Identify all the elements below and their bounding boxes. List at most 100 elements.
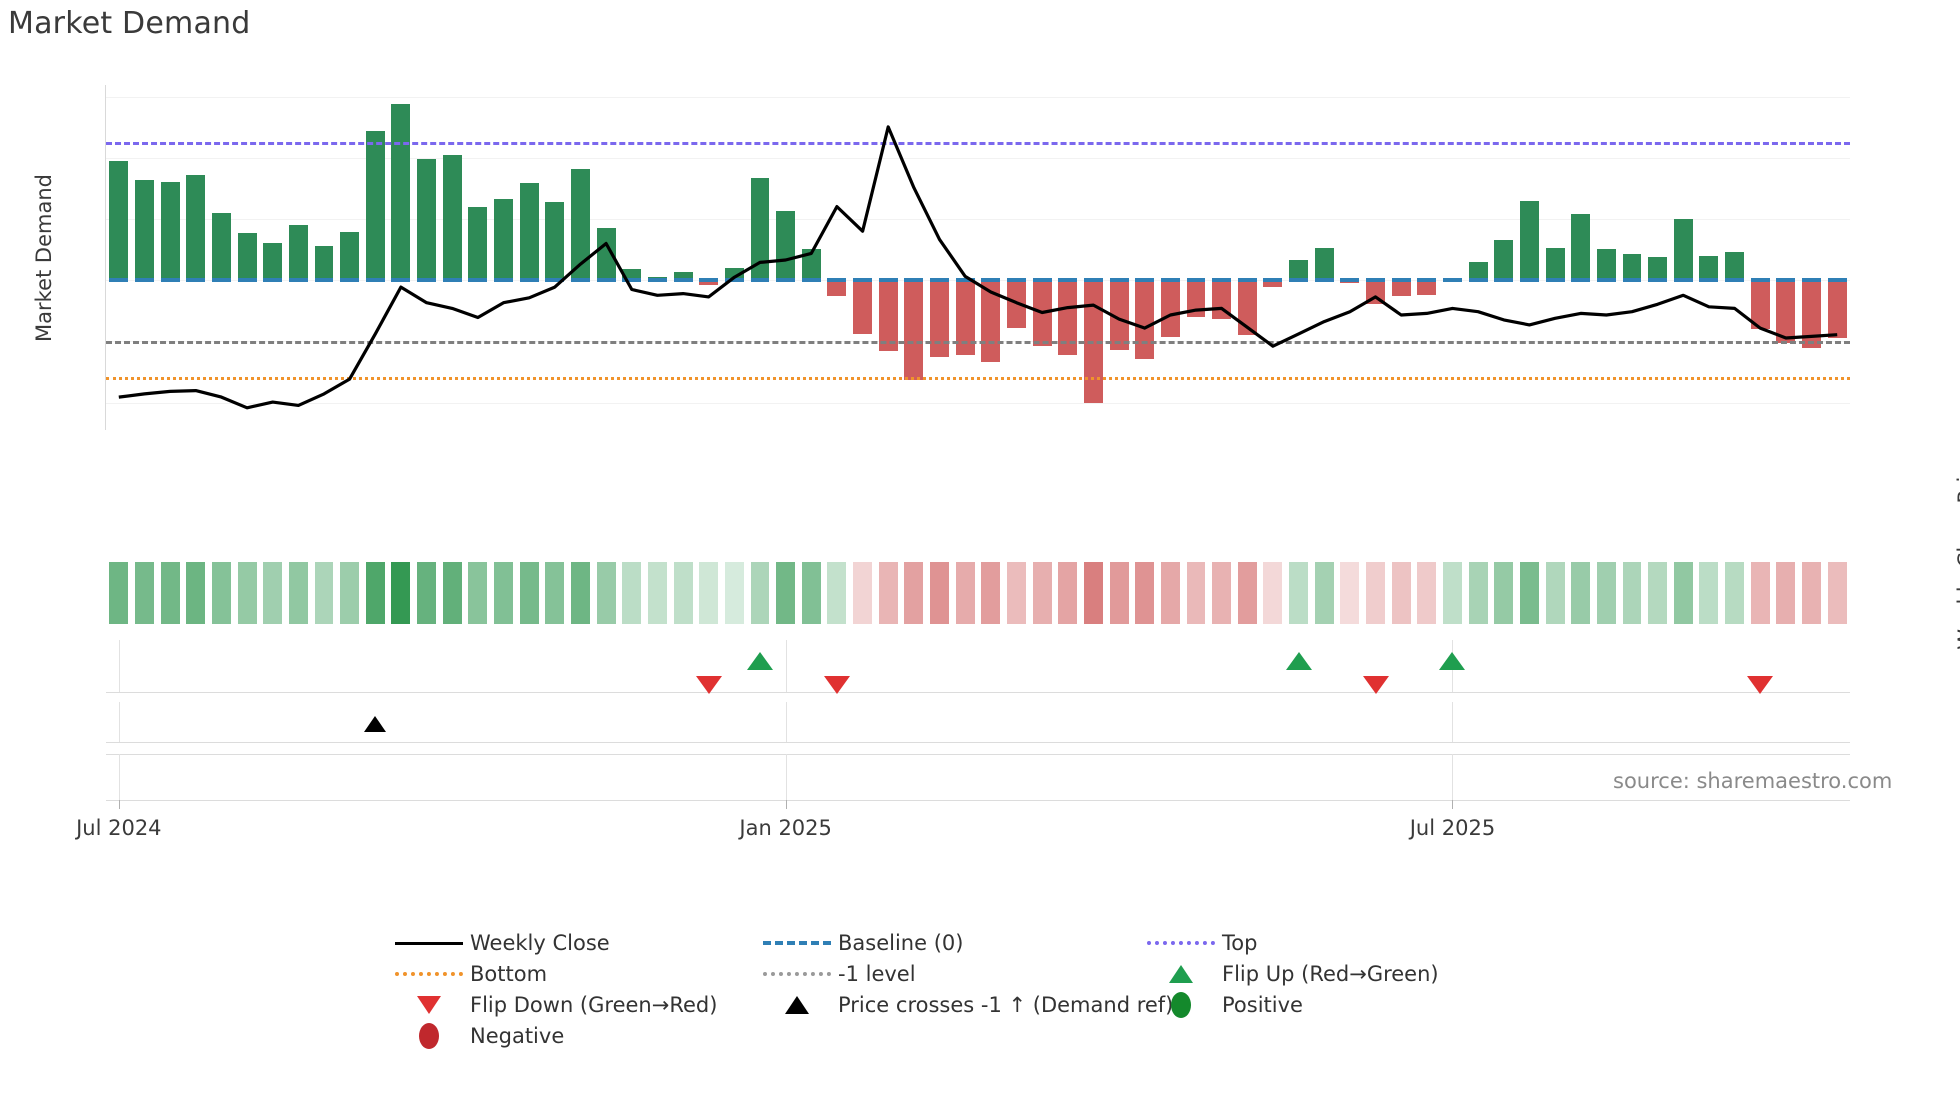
demand-bar-negative [827,280,847,297]
legend-item-negative[interactable]: Negative [392,1023,564,1049]
reference-line-bottom [106,376,1850,380]
demand-bar-positive [1519,201,1539,281]
demand-bar-positive [1314,248,1334,281]
legend-item-label: Weekly Close [470,931,610,955]
baseline-segment [878,278,898,283]
dot-orange-glyph [395,972,463,976]
heat-cell [622,562,642,624]
heat-cell [1186,562,1206,624]
heat-cell [314,562,334,624]
legend-item-positive[interactable]: Positive [1144,992,1303,1018]
heat-cell [468,562,488,624]
demand-bar-positive [314,246,334,281]
heat-cell [1802,562,1821,624]
baseline-segment [1596,278,1616,283]
dot-green-glyph [1171,992,1191,1018]
legend-item-price-cross[interactable]: Price crosses -1 ↑ (Demand ref) [760,992,1173,1018]
heat-cell [1135,562,1155,624]
x-axis-tick [118,800,120,809]
flip-down-marker [823,676,850,694]
row-rule [106,742,1850,743]
demand-bar-positive [160,182,180,281]
heat-cell [1289,562,1309,624]
baseline-icon [760,930,834,956]
heat-cell [878,562,898,624]
baseline-segment [1802,278,1821,283]
reference-line-top [106,141,1850,145]
demand-bar-positive [442,155,462,281]
demand-bar-negative [1160,280,1180,337]
demand-bar-negative [1186,280,1206,318]
x-axis-tick [1452,800,1454,809]
baseline-segment [1340,278,1360,283]
demand-bar-positive [596,227,616,281]
heat-cell [827,562,847,624]
baseline-segment [519,278,539,283]
legend-item-label: Flip Down (Green→Red) [470,993,718,1017]
heat-cell [1545,562,1565,624]
heat-cell [237,562,257,624]
demand-bar-negative [1058,280,1078,355]
baseline-segment [776,278,796,283]
heat-cell [494,562,513,624]
legend-item-label: Price crosses -1 ↑ (Demand ref) [838,993,1174,1017]
bottom-icon [392,961,466,987]
baseline-segment [417,278,437,283]
weekly-close-polyline [118,125,1838,410]
demand-bar-negative [930,280,949,358]
row-rule [106,754,1850,755]
demand-bar-positive [109,161,129,281]
line-black-glyph [395,941,463,945]
demand-bar-positive [1545,248,1565,281]
legend-item-baseline[interactable]: Baseline (0) [760,930,963,956]
x-axis: Jul 2024 Jan 2025 Jul 2025 [76,800,1850,880]
gridline-y [106,158,1850,160]
legend-item-minus-1-level[interactable]: -1 level [760,961,916,987]
legend-item-flip-down[interactable]: Flip Down (Green→Red) [392,992,717,1018]
baseline-segment [699,278,719,283]
legend-item-bottom[interactable]: Bottom [392,961,547,987]
flip-down-icon [392,992,466,1018]
row-tick [785,640,787,692]
demand-bar-positive [1725,252,1745,281]
baseline-segment [1160,278,1180,283]
baseline-segment [1032,278,1052,283]
baseline-segment [955,278,975,283]
baseline-segment [314,278,334,283]
heat-cell [1237,562,1257,624]
row-tick [785,754,787,800]
heat-cell [776,562,796,624]
baseline-segment [545,278,565,283]
baseline-segment [468,278,488,283]
reference-line-minus1 [106,341,1850,345]
heat-cell [391,562,411,624]
demand-bar-positive [468,207,488,281]
heat-cell [904,562,924,624]
legend-item-flip-up[interactable]: Flip Up (Red→Green) [1144,961,1439,987]
baseline-segment [211,278,231,283]
price-cross-marker-row [106,702,1850,754]
baseline-segment [1776,278,1796,283]
heat-cell [1340,562,1360,624]
baseline-segment [288,278,308,283]
flip-up-icon [1144,961,1218,987]
legend-item-top[interactable]: Top [1144,930,1257,956]
heat-cell [955,562,975,624]
demand-bar-positive [263,242,283,281]
baseline-segment [1135,278,1155,283]
baseline-segment [1442,278,1462,283]
legend-item-weekly-close[interactable]: Weekly Close [392,930,610,956]
baseline-segment [1109,278,1129,283]
demand-bar-positive [1494,240,1514,281]
demand-bar-negative [699,280,719,285]
flip-up-marker [1285,652,1312,670]
baseline-segment [622,278,642,283]
baseline-segment [930,278,949,283]
heat-cell [724,562,744,624]
heat-cell [365,562,385,624]
dot-red-glyph [419,1023,439,1049]
legend-item-label: Baseline (0) [838,931,964,955]
baseline-segment [724,278,744,283]
baseline-segment [391,278,411,283]
demand-bar-positive [365,130,385,281]
